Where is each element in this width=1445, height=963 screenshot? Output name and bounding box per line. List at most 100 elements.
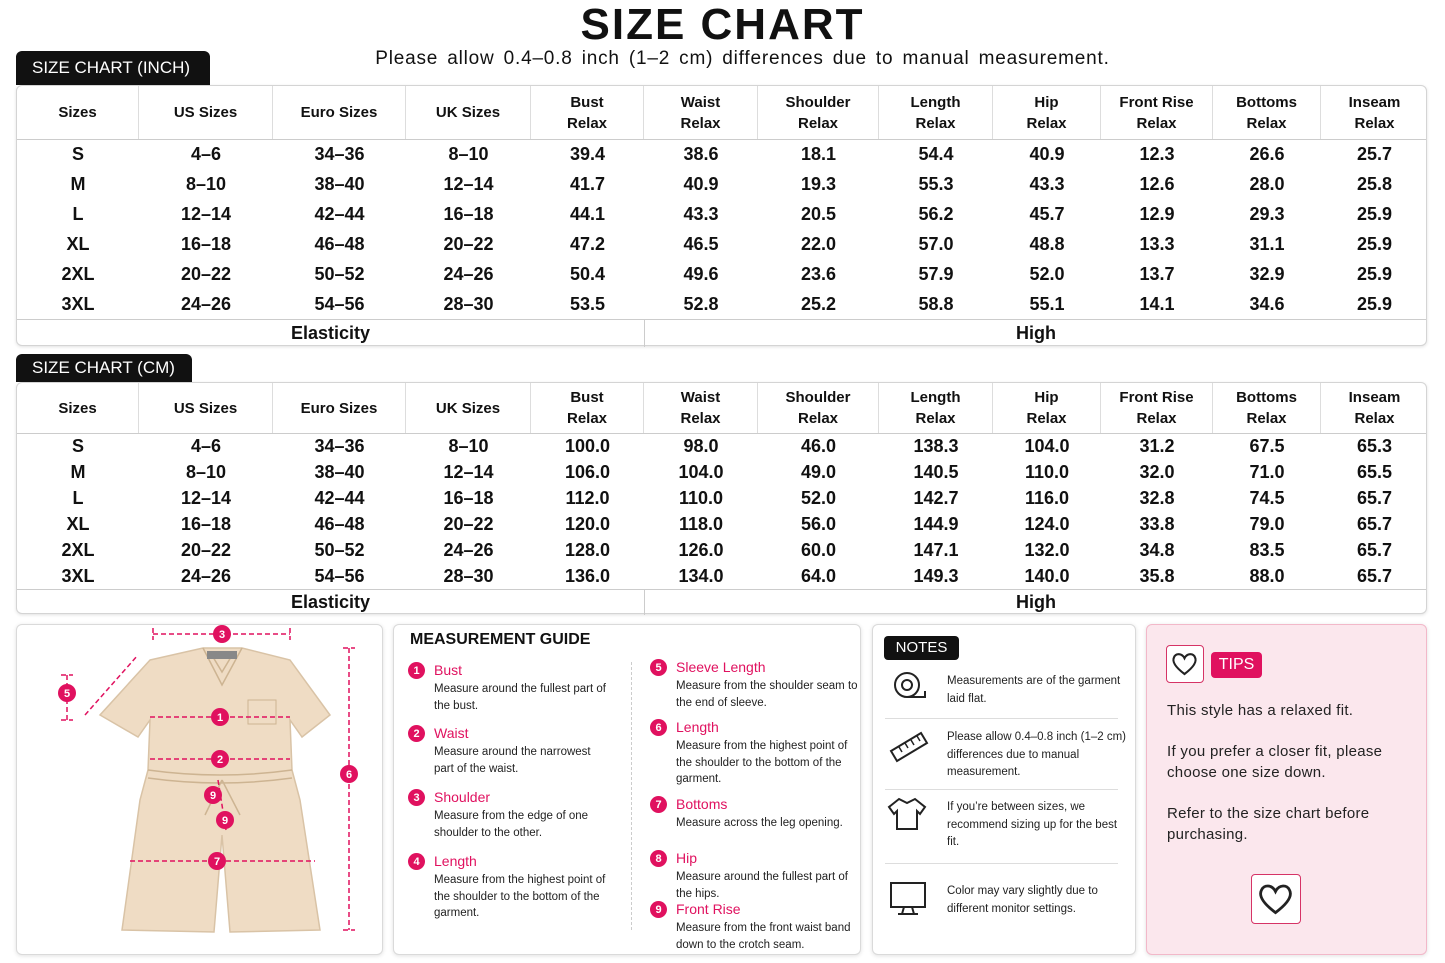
marker-number: 6 xyxy=(346,769,352,781)
tip-text: If you prefer a closer fit, please choos… xyxy=(1167,743,1383,781)
table-cell: 65.7 xyxy=(1356,487,1393,508)
table-cell: 8–10 xyxy=(185,173,227,194)
table-cell: 116.0 xyxy=(1024,487,1070,508)
footer-cell: Elasticity xyxy=(290,591,371,612)
rule xyxy=(17,589,1426,590)
header-text: Relax xyxy=(1246,114,1287,132)
header-cell: Shoulder Relax xyxy=(758,383,879,433)
marker xyxy=(208,852,226,870)
guide-desc: Measure around the narrowest part of the… xyxy=(434,746,591,775)
table-cell: 25.2 xyxy=(800,293,837,314)
header-text: Bust xyxy=(570,93,604,111)
table-cell: 32.8 xyxy=(1139,487,1175,508)
rule xyxy=(644,589,645,615)
table-cell: 46–48 xyxy=(314,233,365,254)
header-text: Length xyxy=(910,93,961,111)
label-tag xyxy=(207,651,237,659)
header-cell: Bust Relax xyxy=(531,383,644,433)
table-cell: 8–10 xyxy=(448,435,489,456)
table-cell: 128.0 xyxy=(564,539,611,560)
table-cell: 64.0 xyxy=(800,565,837,586)
table-cell: 52.0 xyxy=(800,487,837,508)
table-cell: 12–14 xyxy=(443,461,494,482)
header-text: UK Sizes xyxy=(435,104,501,121)
table-cell: 65.3 xyxy=(1356,435,1393,456)
rule xyxy=(17,433,1426,434)
guide-panel xyxy=(393,624,861,955)
pocket xyxy=(247,699,277,725)
table-cell: 140.5 xyxy=(913,461,959,482)
header-text: Front Rise xyxy=(1119,93,1194,111)
table-cell: 126.0 xyxy=(678,539,724,560)
size-table: Sizes US Sizes Euro Sizes UK Sizes Bust Relax… xyxy=(16,85,1427,347)
rule xyxy=(885,789,1118,790)
header-text: Relax xyxy=(797,114,839,132)
table-cell: 54.4 xyxy=(918,143,954,164)
marker-number: 3 xyxy=(219,629,225,641)
header-cell: Bottoms Relax xyxy=(1213,383,1321,433)
header-text: Relax xyxy=(566,114,608,132)
table-cell: 13.7 xyxy=(1139,263,1175,284)
table-cell: 106.0 xyxy=(564,461,611,482)
guide-number: 4 xyxy=(408,853,425,870)
tips-heart xyxy=(1251,874,1301,924)
marker xyxy=(216,811,234,829)
header-cell: Sizes xyxy=(17,383,139,433)
header-text: Euro Sizes xyxy=(300,399,378,417)
table-cell: 12.3 xyxy=(1139,143,1175,164)
header-cell: Length Relax xyxy=(879,86,993,139)
table-cell: 25.9 xyxy=(1356,293,1393,314)
marker-number: 1 xyxy=(217,712,223,724)
header-text: Relax xyxy=(680,410,721,427)
rule xyxy=(885,863,1118,864)
table-cell: 38.6 xyxy=(683,143,719,164)
table-cell: 48.8 xyxy=(1029,233,1065,254)
header-text: Relax xyxy=(1026,410,1067,427)
table-cell: 34–36 xyxy=(314,143,365,164)
table-cell: 16–18 xyxy=(443,203,494,224)
table-cell: 20.5 xyxy=(800,203,837,224)
table-cell: 43.3 xyxy=(1029,173,1065,194)
table-cell: 50–52 xyxy=(314,539,365,560)
marker-number: 5 xyxy=(64,688,70,700)
note-text: If you’re between sizes, we recommend si… xyxy=(947,801,1118,848)
header-cell: Sizes xyxy=(17,86,139,139)
table-cell: 46.0 xyxy=(800,435,837,456)
table-cell: 24–26 xyxy=(180,293,232,314)
table-cell: XL xyxy=(66,513,90,534)
table-cell: 55.1 xyxy=(1029,293,1065,314)
table-cell: 34–36 xyxy=(314,435,365,456)
table-cell: 100.0 xyxy=(564,435,611,456)
tips-title: TIPS xyxy=(1211,652,1262,678)
table-cell: 65.7 xyxy=(1356,513,1393,534)
table-cell: 29.3 xyxy=(1249,203,1285,224)
header-cell: US Sizes xyxy=(139,383,273,433)
table-cell: 83.5 xyxy=(1249,539,1285,560)
guide-desc: Measure from the highest point of the sh… xyxy=(676,740,848,785)
table-cell: 147.1 xyxy=(913,539,959,560)
table-cell: M xyxy=(70,173,86,194)
table-label: SIZE CHART (INCH) xyxy=(16,51,210,85)
table-cell: 28–30 xyxy=(443,565,494,586)
table-cell: 24–26 xyxy=(443,539,494,560)
table-cell: 50.4 xyxy=(569,263,606,284)
header-text: Length xyxy=(910,389,961,406)
table-cell: 20–22 xyxy=(443,233,494,254)
table-cell: 149.3 xyxy=(913,565,959,586)
header-text: US Sizes xyxy=(173,399,238,417)
table-cell: 53.5 xyxy=(569,293,606,314)
guide-number: 9 xyxy=(650,901,667,918)
table-cell: 4–6 xyxy=(190,143,222,164)
table-cell: 110.0 xyxy=(1024,461,1070,482)
tip-text: Refer to the size chart before purchasin… xyxy=(1167,805,1370,843)
header-cell: Euro Sizes xyxy=(273,383,406,433)
footer-cell: Elasticity xyxy=(290,322,371,343)
header-text: Hip xyxy=(1034,389,1059,406)
heart xyxy=(1259,884,1292,915)
table-cell: 79.0 xyxy=(1249,513,1285,534)
header-text: Bottoms xyxy=(1236,93,1297,111)
table-cell: 54–56 xyxy=(314,565,365,586)
guide-name: Bottoms xyxy=(676,796,728,812)
footer-cell: High xyxy=(1016,322,1056,343)
table-cell: 33.8 xyxy=(1139,513,1175,534)
